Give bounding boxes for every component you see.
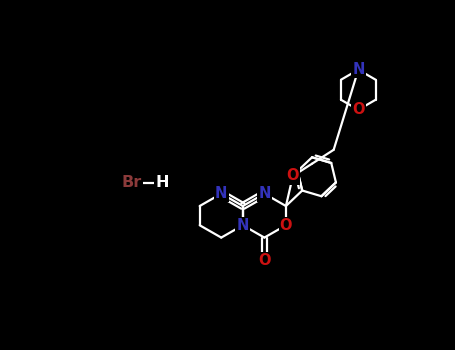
Text: N: N [258, 186, 271, 201]
Text: O: O [258, 253, 271, 268]
Text: N: N [352, 62, 364, 77]
Text: N: N [237, 218, 249, 233]
Text: H: H [155, 175, 169, 190]
Text: Br: Br [121, 175, 142, 190]
Text: O: O [280, 218, 292, 233]
Text: N: N [215, 186, 228, 201]
Text: O: O [287, 168, 299, 183]
Text: O: O [352, 102, 364, 117]
